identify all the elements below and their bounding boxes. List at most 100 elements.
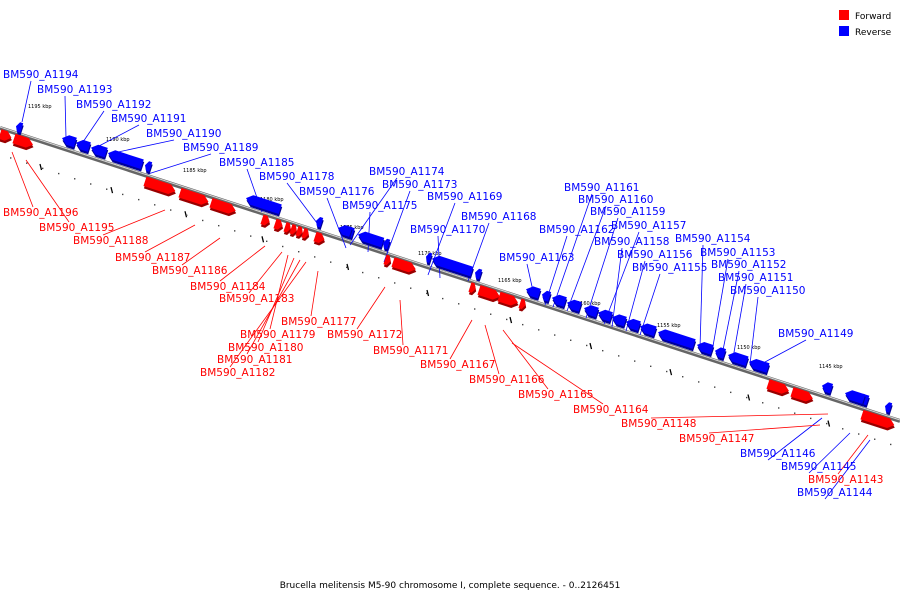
gene-feature [790, 387, 814, 405]
scale-dot [618, 355, 620, 357]
gene-label: BM590_A1174 [369, 166, 445, 178]
label-leader [248, 251, 283, 294]
forward-gene [477, 285, 500, 300]
label-leader [552, 193, 593, 308]
gene-feature [497, 291, 519, 309]
gene-feature [301, 227, 310, 241]
reverse-gene [526, 286, 541, 299]
scale-tick-label: 1150 kbp [737, 345, 761, 351]
scale-tick-mark [827, 420, 831, 427]
label-leader [808, 432, 851, 474]
gene-feature [766, 379, 790, 397]
gene-feature [526, 286, 542, 301]
gene-feature [76, 139, 92, 155]
scale-dot [682, 376, 684, 378]
reverse-gene [749, 358, 770, 373]
gene-label: BM590_A1166 [469, 374, 545, 386]
gene-feature [391, 257, 417, 275]
gene-label: BM590_A1172 [327, 329, 402, 341]
scale-dot [314, 256, 316, 258]
scale-tick-label: 1155 kbp [657, 323, 681, 329]
label-leader [749, 296, 759, 365]
reverse-gene [432, 255, 474, 277]
label-leader [25, 159, 70, 223]
gene-label: BM590_A1176 [299, 186, 375, 198]
gene-feature [658, 329, 697, 352]
gene-label: BM590_A1196 [3, 207, 79, 219]
label-leader [147, 153, 212, 175]
gene-feature [209, 197, 237, 217]
gene-feature [542, 290, 552, 305]
label-leader [117, 139, 175, 153]
gene-feature [584, 305, 600, 320]
gene-label: BM590_A1144 [797, 487, 873, 499]
gene-feature [345, 226, 353, 240]
forward-gene [273, 218, 283, 230]
scale-dot [394, 282, 396, 284]
scale-tick-label: 1185 kbp [183, 168, 207, 174]
scale-dot [346, 266, 348, 269]
scale-dot [218, 224, 220, 227]
reverse-gene [383, 238, 391, 250]
label-leader [603, 231, 640, 325]
scale-dot [234, 230, 236, 232]
scale-dot [42, 167, 44, 170]
reverse-gene [145, 161, 153, 172]
scale-dot [442, 297, 444, 300]
forward-gene [0, 129, 12, 141]
scale-dot [74, 178, 76, 180]
gene-feature [145, 161, 153, 175]
gene-label: BM590_A1164 [573, 404, 649, 416]
chromosome-backbone [0, 126, 900, 423]
scale-dot [506, 318, 508, 321]
label-leader [837, 434, 869, 475]
label-leader [449, 319, 473, 360]
gene-feature [697, 342, 715, 358]
scale-dot [602, 349, 604, 352]
gene-feature [260, 214, 271, 228]
scale-tick-mark [509, 316, 513, 324]
forward-gene [143, 176, 176, 195]
gene-label: BM590_A1173 [382, 179, 457, 191]
gene-label: BM590_A1187 [115, 252, 190, 264]
label-leader [257, 257, 295, 343]
label-leader [711, 258, 729, 353]
gene-label: BM590_A1154 [675, 233, 751, 245]
gene-label: BM590_A1151 [718, 272, 793, 284]
gene-label: BM590_A1160 [578, 194, 653, 206]
gene-label: BM590_A1152 [711, 259, 786, 271]
gene-label: BM590_A1150 [730, 285, 805, 297]
scale-dot [458, 303, 460, 305]
label-leader [484, 324, 500, 375]
gene-label: BM590_A1155 [632, 262, 707, 274]
scale-dot [490, 313, 492, 315]
scale-dot [58, 172, 60, 175]
forward-gene [295, 225, 303, 237]
label-leader [650, 413, 829, 419]
label-leader [383, 190, 411, 263]
forward-gene [12, 133, 34, 148]
forward-gene [383, 254, 391, 266]
gene-feature [640, 323, 658, 339]
label-leader [286, 182, 321, 228]
reverse-gene [108, 150, 144, 170]
label-leader [699, 244, 704, 349]
scale-dot [250, 235, 252, 237]
scale-dot [650, 365, 652, 368]
label-leader [427, 202, 456, 276]
gene-feature [283, 222, 292, 236]
label-leader [356, 286, 386, 330]
label-leader [21, 80, 32, 123]
scale-dot [778, 407, 780, 409]
gene-feature [16, 122, 24, 136]
label-leader [82, 110, 105, 143]
gene-feature [552, 294, 568, 310]
gene-feature [518, 298, 527, 312]
label-leader [326, 197, 347, 249]
forward-gene [178, 187, 209, 205]
gene-label: BM590_A1189 [183, 142, 258, 154]
gene-label: BM590_A1171 [373, 345, 448, 357]
reverse-gene [358, 231, 385, 248]
label-leader [585, 217, 619, 319]
